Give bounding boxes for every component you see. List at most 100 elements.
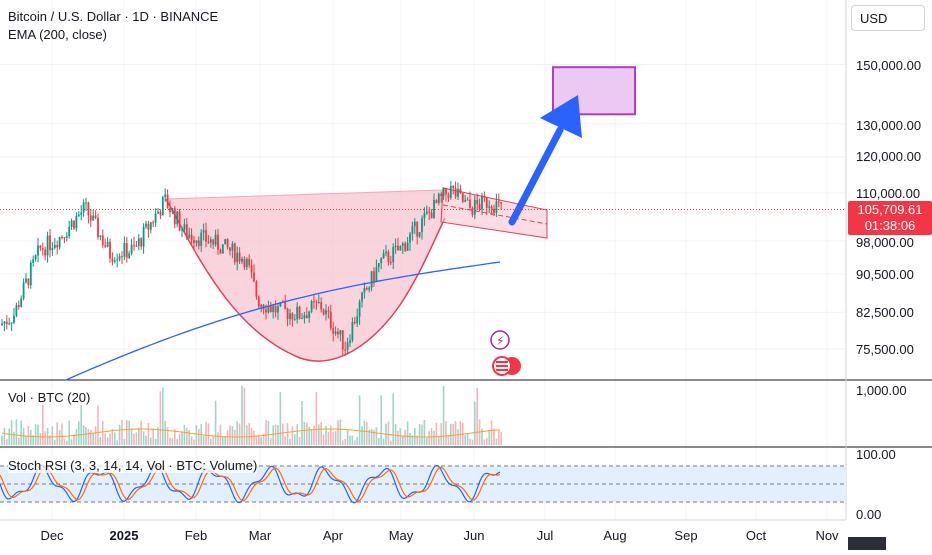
time-axis-settings-badge[interactable] — [848, 537, 886, 550]
candle-body — [75, 216, 78, 229]
volume-bar — [210, 438, 212, 445]
volume-bar — [315, 391, 318, 445]
volume-bar — [70, 439, 73, 445]
candle-body — [404, 243, 407, 251]
volume-bar — [346, 430, 349, 445]
symbol-title[interactable]: Bitcoin / U.S. Dollar · 1D · BINANCE — [8, 9, 219, 24]
candle-body — [171, 208, 174, 213]
volume-bar — [289, 438, 291, 445]
candle-body — [56, 245, 59, 248]
time-tick: Aug — [603, 528, 627, 543]
candle-body — [452, 186, 455, 188]
volume-bar — [226, 430, 229, 445]
flash-event-icon — [490, 330, 510, 350]
volume-bar — [495, 438, 498, 445]
candle-body — [490, 206, 493, 209]
candle-body — [113, 260, 116, 262]
candle-body — [116, 259, 119, 261]
candle-body — [382, 253, 385, 259]
candle-body — [224, 239, 227, 245]
candle-body — [298, 306, 301, 319]
volume-bar — [382, 438, 385, 445]
price-tick: 82,500.00 — [856, 305, 914, 320]
stoch-rsi-pane-label[interactable]: Stoch RSI (3, 3, 14, 14, Vol · BTC: Volu… — [8, 458, 258, 473]
candle-body — [145, 223, 147, 227]
volume-bar — [97, 405, 99, 445]
candle-body — [454, 187, 457, 197]
volume-bar — [15, 419, 18, 445]
volume-bar — [217, 432, 219, 445]
volume-bar — [54, 440, 56, 445]
candle-body — [193, 239, 195, 243]
candle-body — [238, 252, 241, 262]
volume-bar — [387, 421, 390, 445]
ema-indicator-label[interactable]: EMA (200, close) — [8, 27, 107, 42]
candle-body — [133, 244, 135, 246]
candle-body — [469, 199, 471, 208]
volume-pane-label[interactable]: Vol · BTC (20) — [8, 390, 91, 405]
volume-bar — [469, 438, 471, 445]
candle-body — [303, 315, 306, 319]
volume-bar — [406, 421, 409, 445]
volume-bar — [421, 424, 423, 445]
candle-body — [363, 288, 366, 293]
candle-body — [349, 340, 351, 343]
volume-bar — [152, 428, 154, 445]
volume-bar — [262, 433, 265, 445]
volume-bar — [435, 422, 438, 445]
volume-bar — [186, 427, 188, 445]
candle-body — [17, 305, 20, 307]
volume-bar — [450, 423, 452, 445]
candle-body — [173, 208, 176, 225]
candle-body — [5, 321, 8, 325]
volume-bar — [85, 427, 87, 445]
candle-body — [68, 226, 71, 237]
volume-bar — [44, 431, 46, 445]
volume-bar — [493, 428, 495, 445]
candle-body — [416, 221, 419, 237]
candle-body — [1, 323, 3, 326]
volume-bar — [442, 386, 445, 445]
candle-body — [121, 256, 123, 258]
volume-bar — [310, 429, 313, 445]
volume-bar — [243, 387, 246, 445]
candle-body — [80, 212, 83, 215]
volume-bar — [169, 437, 171, 445]
candle-body — [317, 302, 320, 304]
candle-body — [250, 265, 253, 273]
candle-body — [433, 200, 435, 219]
volume-bar — [267, 420, 270, 445]
candle-body — [389, 262, 392, 264]
candle-body — [351, 322, 354, 341]
volume-bar — [126, 419, 128, 445]
candle-body — [147, 223, 150, 230]
volume-bar — [142, 431, 145, 445]
volume-bar — [488, 430, 490, 445]
volume-bar — [423, 419, 426, 445]
candle-body — [449, 186, 452, 198]
currency-selector[interactable]: USD — [851, 5, 925, 31]
candle-body — [109, 241, 111, 259]
candle-body — [226, 239, 229, 248]
candle-body — [315, 302, 318, 304]
time-tick: Oct — [745, 528, 767, 543]
volume-bar — [248, 423, 250, 445]
candle-body — [241, 258, 243, 262]
volume-bar — [481, 428, 483, 445]
rsi-tick: 100.00 — [856, 447, 896, 462]
candle-body — [430, 212, 433, 219]
candle-body — [397, 245, 399, 251]
candle-body — [106, 241, 109, 247]
volume-bar — [181, 430, 183, 445]
candle-body — [481, 195, 483, 210]
volume-bar — [116, 440, 118, 445]
volume-bar — [284, 436, 286, 445]
candle-body — [457, 188, 459, 197]
volume-bar — [373, 429, 375, 445]
volume-bar — [202, 435, 205, 445]
volume-bar — [447, 435, 450, 445]
volume-bar — [25, 436, 27, 445]
time-tick: Apr — [322, 528, 344, 543]
